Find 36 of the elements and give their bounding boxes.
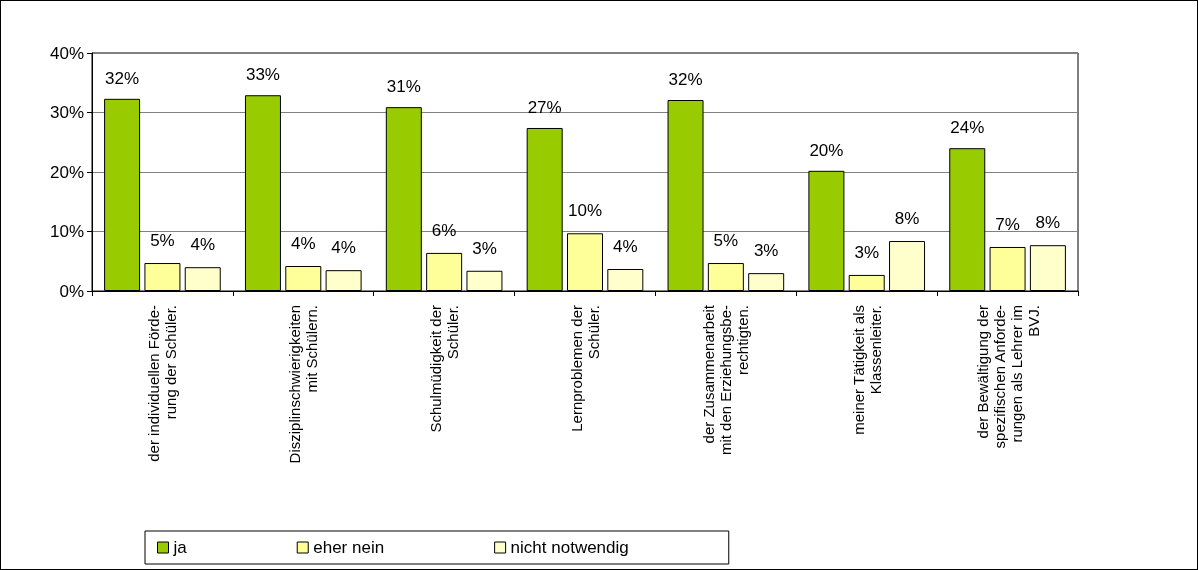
- data-label: 4%: [190, 235, 216, 255]
- data-label: 3%: [753, 241, 779, 261]
- data-label: 8%: [894, 209, 920, 229]
- data-label: 32%: [105, 68, 140, 88]
- x-tick-label: Schulmüdigkeit der Schüler.: [427, 305, 462, 433]
- y-tick-label: 0%: [59, 281, 84, 301]
- data-label: 4%: [613, 236, 638, 256]
- legend-label: nicht notwendig: [510, 538, 629, 557]
- data-label: 27%: [527, 97, 562, 117]
- x-tick-label: Lernproblemen der Schüler.: [568, 305, 602, 432]
- x-tick-label: der Zusammenarbeit mit den Erziehungsbe- rechtigten.: [700, 304, 752, 456]
- y-tick-label: 20%: [49, 162, 84, 182]
- data-label: 33%: [245, 65, 280, 85]
- data-label: 6%: [431, 220, 457, 240]
- data-label: 31%: [386, 77, 421, 97]
- data-label: 20%: [809, 140, 844, 160]
- data-label: 5%: [150, 231, 175, 251]
- data-label: 7%: [995, 214, 1020, 234]
- x-tick-label: Disziplinschwierigkeiten mit Schülern.: [286, 305, 321, 464]
- legend-label: ja: [172, 538, 188, 557]
- x-tick-label: der Bewältigung der spezifischen Anforde- rungen als Lehrer im BVJ.: [973, 305, 1042, 449]
- data-label: 4%: [291, 234, 316, 254]
- data-label: 4%: [331, 238, 356, 258]
- y-tick-label: 30%: [49, 103, 84, 122]
- data-label: 3%: [472, 238, 497, 258]
- x-tick-label: der individuellen Förde- rung der Schüler.: [145, 305, 180, 462]
- data-label: 24%: [950, 118, 985, 138]
- data-label: 5%: [713, 231, 739, 251]
- y-tick-label: 40%: [49, 43, 84, 63]
- y-tick-label: 10%: [49, 222, 84, 241]
- data-label: 3%: [854, 242, 879, 262]
- legend-label: eher nein: [313, 538, 385, 557]
- x-tick-label: meiner Tätigkeit als Klassenleiter.: [849, 305, 884, 435]
- data-label: 8%: [1035, 213, 1061, 233]
- data-label: 10%: [567, 201, 603, 221]
- data-label: 32%: [668, 70, 703, 89]
